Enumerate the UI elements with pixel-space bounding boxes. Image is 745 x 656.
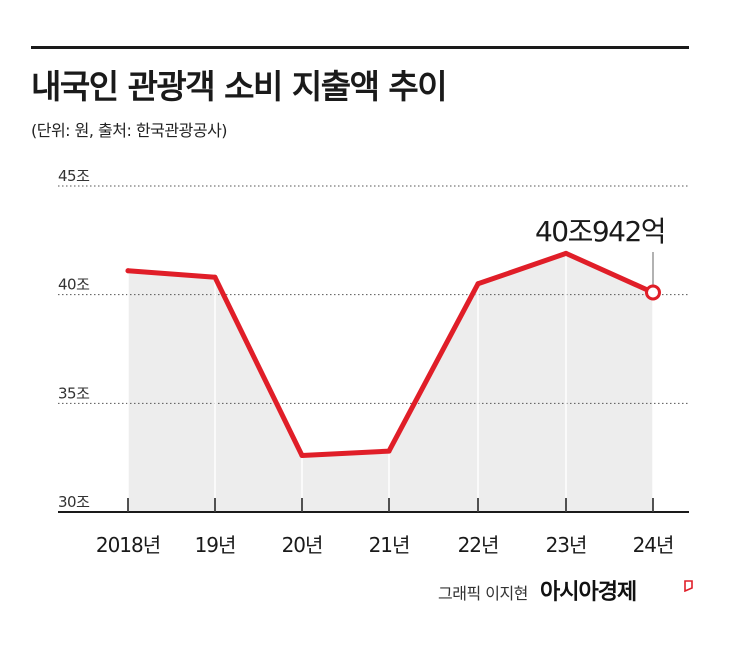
x-tick-label: 22년 [458,533,499,557]
data-point [299,452,305,458]
data-point [212,274,218,280]
x-tick-label: 23년 [546,533,587,557]
logo-mark-icon [684,580,693,592]
chart-title: 내국인 관광객 소비 지출액 추이 [31,67,448,106]
y-tick-label: 45조 [58,167,90,185]
x-tick-label: 20년 [282,533,323,557]
data-point [475,281,481,287]
top-rule [31,46,689,49]
y-tick-label: 40조 [58,276,90,294]
y-tick-label: 35조 [58,384,90,402]
data-point [125,268,131,274]
y-tick-label: 30조 [58,493,90,511]
graphic-credit: 그래픽 이지현 [438,584,528,603]
area-fill [128,253,653,512]
x-tick-label: 19년 [195,533,236,557]
publisher-logo: 아시아경제 [540,580,637,605]
x-tick-label: 21년 [369,533,410,557]
x-tick-label: 2018년 [96,533,160,557]
chart-subtitle: (단위: 원, 출처: 한국관광공사) [31,121,228,140]
x-tick-label: 24년 [633,533,674,557]
data-point [386,448,392,454]
data-point [563,250,569,256]
highlight-point [645,284,661,301]
annotation-label: 40조942억 [535,215,665,248]
